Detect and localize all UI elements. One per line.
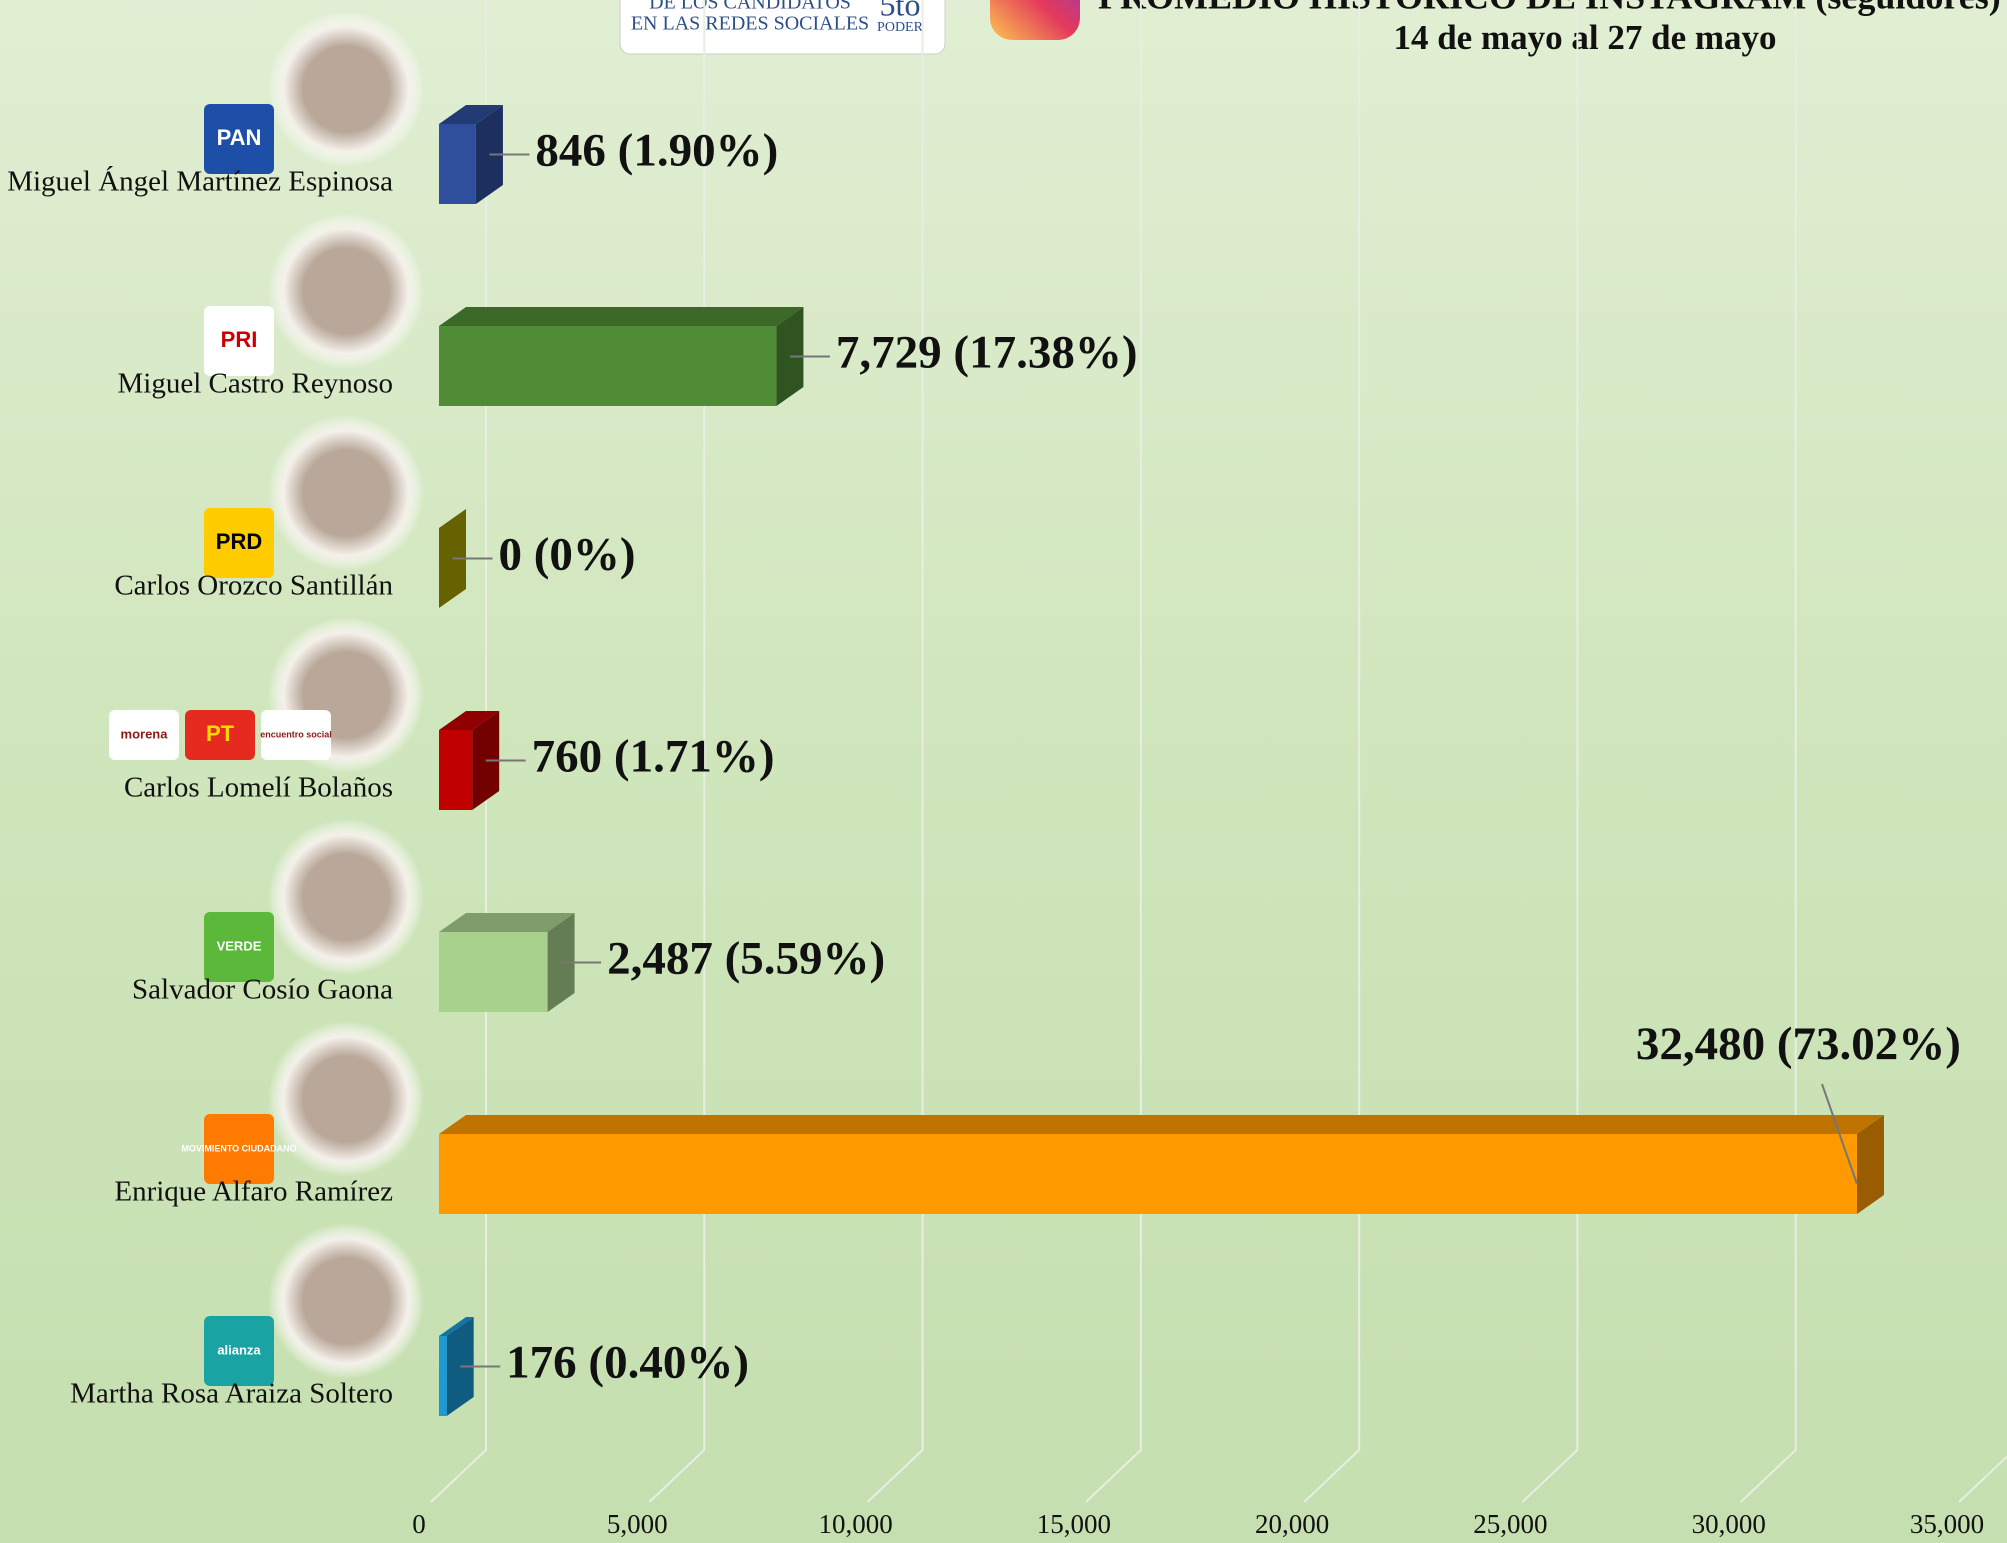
- party-logo-text: PT: [206, 721, 235, 746]
- value-label: 846 (1.90%): [535, 124, 778, 176]
- value-label: 176 (0.40%): [506, 1336, 749, 1388]
- value-label: 2,487 (5.59%): [607, 932, 885, 984]
- brand-logo: DE LOS CANDIDATOS EN LAS REDES SOCIALES …: [620, 0, 945, 54]
- bar: [439, 1336, 447, 1416]
- page: DE LOS CANDIDATOS EN LAS REDES SOCIALES …: [0, 0, 2007, 1543]
- category-label: Miguel Castro Reynoso: [118, 368, 394, 400]
- brand-mark-sub: PODER: [877, 20, 924, 35]
- x-tick-label: 0: [412, 1509, 426, 1539]
- instagram-icon: [990, 0, 1080, 40]
- brand-line: DE LOS CANDIDATOS: [649, 0, 851, 14]
- chart-title: PROMEDIO HISTÓRICO DE INSTAGRAM (seguido…: [1098, 0, 2001, 16]
- chart-subtitle: 14 de mayo al 27 de mayo: [1393, 18, 1776, 57]
- candidate-photo: [268, 415, 424, 571]
- bar: [439, 730, 472, 810]
- party-logo-text: VERDE: [217, 938, 262, 953]
- brand-mark: 5to: [880, 0, 921, 22]
- chart: DE LOS CANDIDATOS EN LAS REDES SOCIALES …: [0, 0, 2007, 1543]
- bar: [439, 1134, 1857, 1214]
- party-logo-text: PRI: [221, 327, 258, 352]
- brand-line: EN LAS REDES SOCIALES: [631, 13, 869, 35]
- category-label: Miguel Ángel Martínez Espinosa: [7, 165, 393, 198]
- candidate-photo: [268, 11, 424, 167]
- bar-top: [439, 307, 803, 326]
- category-label: Carlos Orozco Santillán: [114, 570, 393, 602]
- bar-top: [439, 1115, 1884, 1134]
- party-logo-text: morena: [121, 726, 169, 741]
- category-label: Martha Rosa Araiza Soltero: [70, 1378, 393, 1410]
- party-logo-text: PAN: [217, 125, 262, 150]
- category-label: Carlos Lomelí Bolaños: [124, 772, 393, 804]
- value-label: 0 (0%): [499, 528, 636, 580]
- bar: [439, 326, 776, 406]
- value-label: 760 (1.71%): [532, 730, 775, 782]
- candidate-photo: [268, 1223, 424, 1379]
- party-logo-text: PRD: [216, 529, 262, 554]
- candidate-photo: [268, 213, 424, 369]
- party-logo-text: MOVIMIENTO CIUDADANO: [181, 1143, 296, 1153]
- x-tick-label: 15,000: [1037, 1509, 1111, 1539]
- value-label: 32,480 (73.02%): [1636, 1018, 1961, 1070]
- candidate-photo: [268, 1021, 424, 1177]
- x-tick-label: 20,000: [1255, 1509, 1329, 1539]
- bar: [439, 124, 476, 204]
- bar: [439, 932, 548, 1012]
- category-label: Salvador Cosío Gaona: [132, 974, 393, 1006]
- category-label: Enrique Alfaro Ramírez: [114, 1176, 393, 1208]
- party-logo-text: encuentro social: [260, 729, 332, 739]
- x-tick-label: 10,000: [818, 1509, 892, 1539]
- x-tick-label: 5,000: [607, 1509, 668, 1539]
- candidate-photo: [268, 819, 424, 975]
- x-tick-label: 35,000: [1910, 1509, 1984, 1539]
- x-tick-label: 25,000: [1473, 1509, 1547, 1539]
- value-label: 7,729 (17.38%): [836, 326, 1138, 378]
- x-tick-label: 30,000: [1692, 1509, 1766, 1539]
- party-logo-text: alianza: [217, 1342, 261, 1357]
